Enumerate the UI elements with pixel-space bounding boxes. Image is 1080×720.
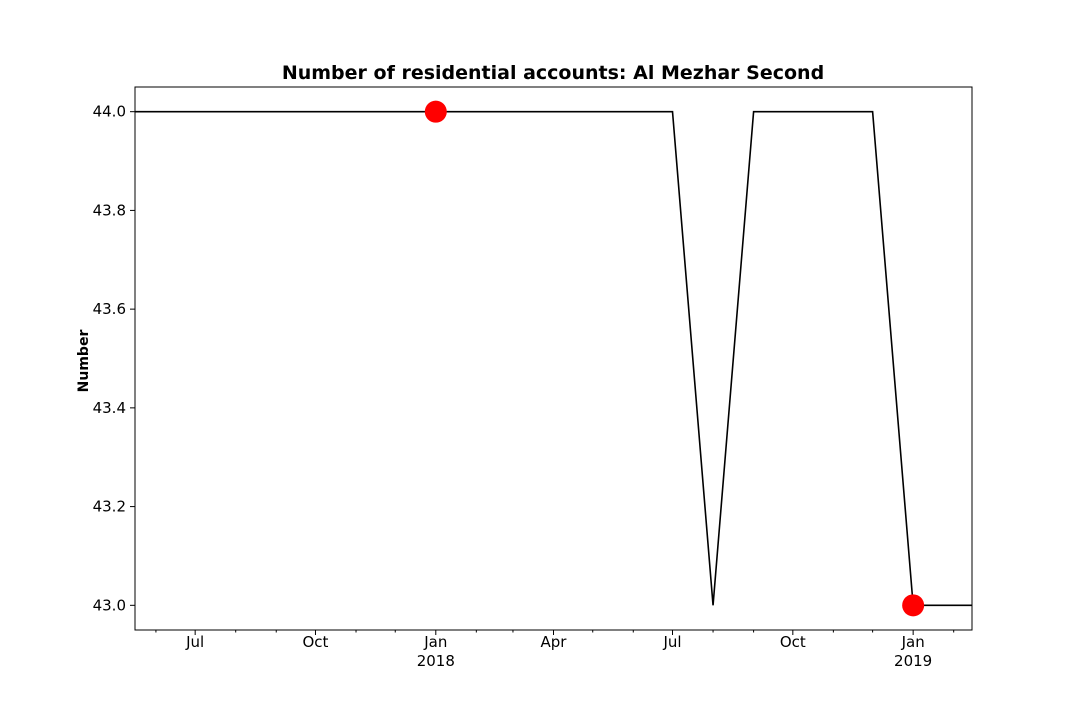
x-tick-label: Oct: [780, 633, 806, 651]
y-tick-label: 43.2: [93, 498, 126, 516]
x-tick-label: Jan: [423, 633, 447, 651]
x-tick-year-label: 2019: [894, 652, 932, 670]
x-tick-label: Jul: [185, 633, 204, 651]
highlight-marker: [902, 594, 925, 617]
axes-frame: [134, 86, 973, 631]
series-line: [135, 110, 972, 607]
plot-area: [135, 110, 972, 607]
marker-layer: [424, 100, 925, 617]
chart-title: Number of residential accounts: Al Mezha…: [282, 62, 824, 84]
x-tick-label: Jan: [901, 633, 925, 651]
y-axis-label: Number: [76, 330, 92, 393]
x-tick-year-label: 2018: [417, 652, 455, 670]
y-tick-label: 43.0: [93, 596, 126, 614]
x-tick-label: Jul: [662, 633, 681, 651]
y-tick-label: 43.8: [93, 201, 126, 219]
x-tick-label: Apr: [541, 633, 568, 651]
x-tick-label: Oct: [303, 633, 329, 651]
highlight-marker: [424, 100, 447, 123]
y-tick-label: 43.6: [93, 300, 126, 318]
y-tick-label: 44.0: [93, 103, 126, 121]
y-tick-label: 43.4: [93, 399, 126, 417]
